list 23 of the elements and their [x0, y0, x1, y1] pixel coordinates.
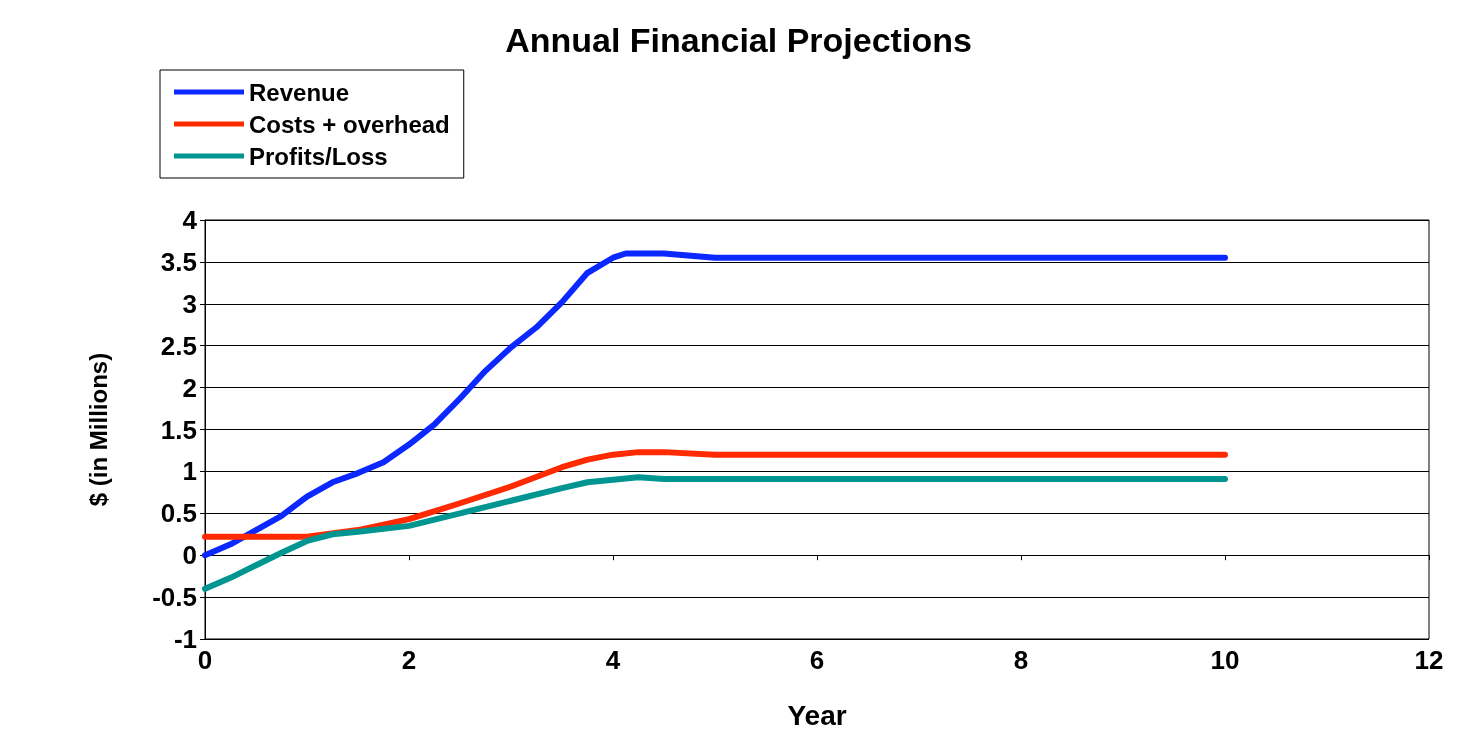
- x-tick-label: 4: [605, 645, 621, 675]
- y-tick-label: 0.5: [160, 498, 197, 529]
- y-tick-label: 2: [182, 372, 197, 403]
- y-tick-label: -1: [173, 624, 197, 654]
- y-tick-label: 3: [182, 288, 197, 319]
- legend-label: Profits/Loss: [249, 142, 388, 170]
- x-tick-label: 12: [1414, 645, 1444, 675]
- y-axis-title: $ (in Millions): [84, 352, 112, 507]
- y-tick-label: 1: [182, 456, 197, 487]
- x-axis-title: Year: [787, 699, 847, 731]
- x-tick-label: 8: [1013, 645, 1029, 675]
- y-tick-label: 2.5: [160, 330, 197, 361]
- legend-label: Revenue: [249, 78, 350, 106]
- x-tick-label: 6: [809, 645, 825, 675]
- chart-title: Annual Financial Projections: [505, 21, 972, 59]
- x-tick-label: 10: [1210, 645, 1240, 675]
- y-tick-label: 4: [182, 205, 198, 235]
- y-tick-label: 3.5: [160, 246, 197, 277]
- y-tick-label: -0.5: [152, 582, 197, 613]
- legend-label: Costs + overhead: [249, 110, 450, 138]
- y-tick-label: 0: [182, 540, 197, 571]
- y-tick-label: 1.5: [160, 414, 197, 445]
- x-tick-label: 2: [401, 645, 417, 675]
